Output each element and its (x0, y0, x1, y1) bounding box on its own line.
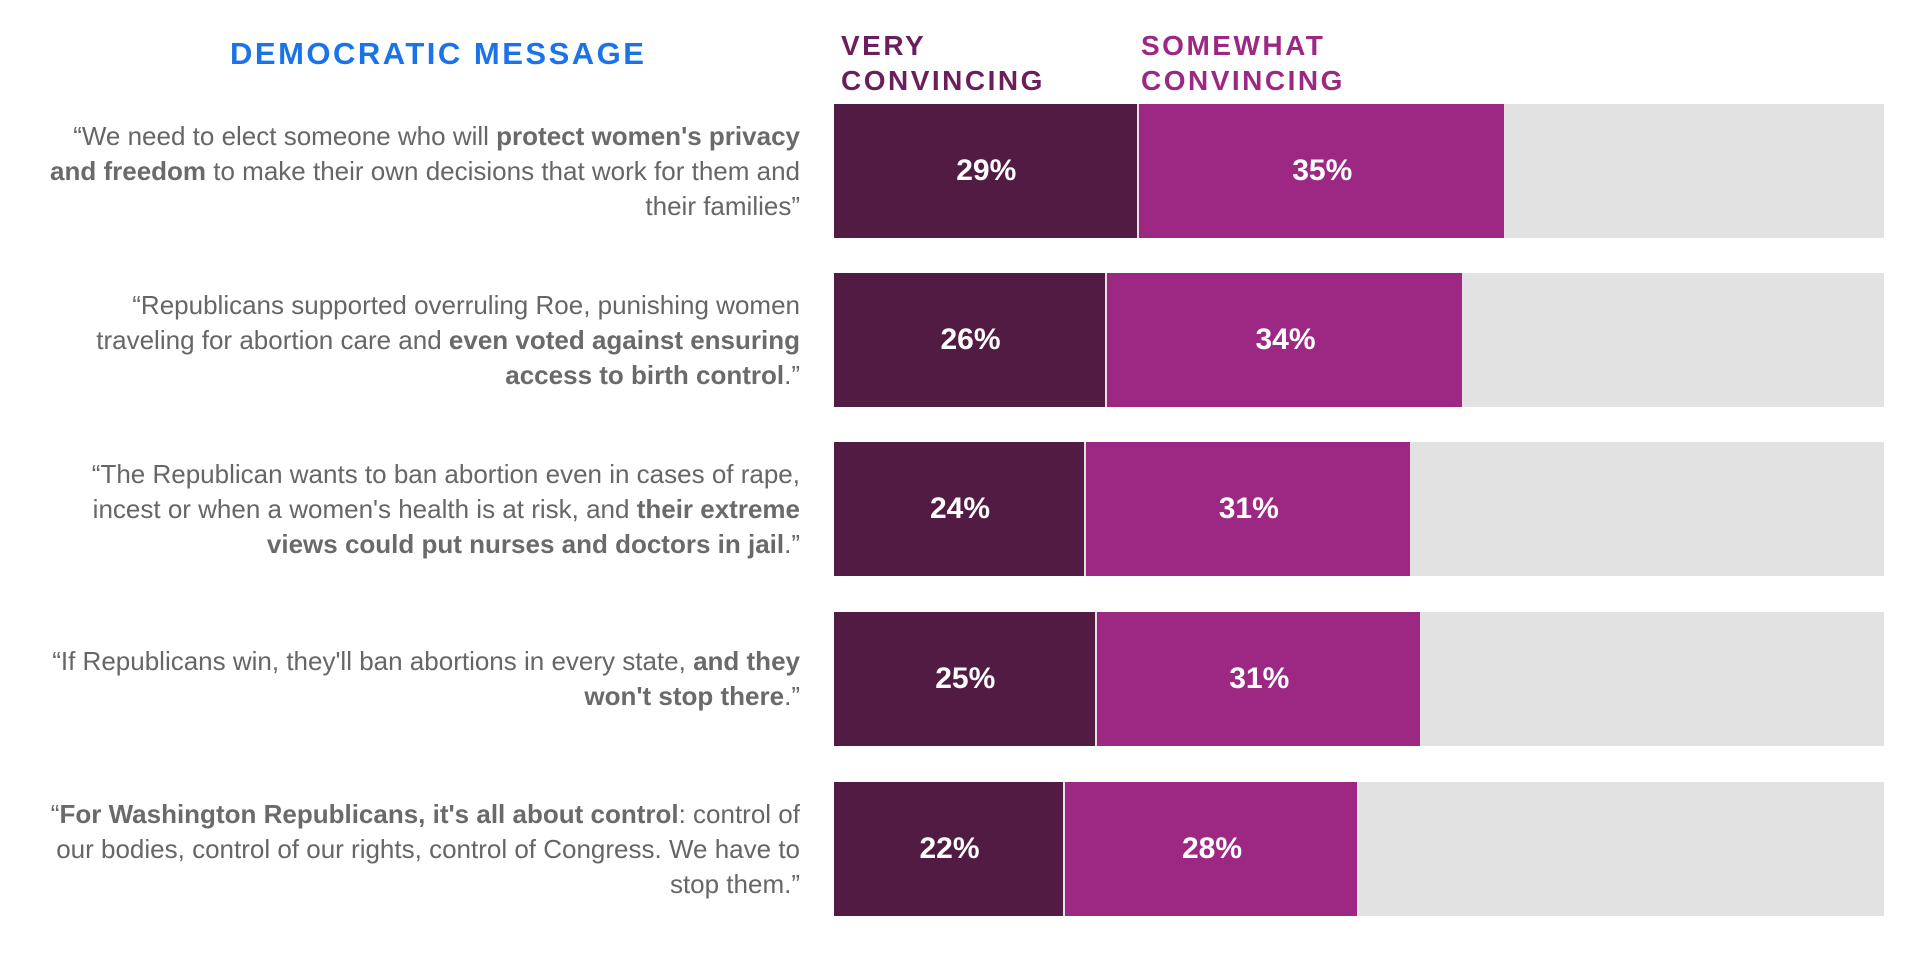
chart-row: “The Republican wants to ban abortion ev… (0, 442, 1920, 576)
message-text: “The Republican wants to ban abortion ev… (40, 457, 800, 562)
message-emphasis: even voted against ensuring access to bi… (448, 324, 800, 390)
message-cell: “For Washington Republicans, it's all ab… (40, 782, 800, 916)
chart-row: “Republicans supported overruling Roe, p… (0, 273, 1920, 407)
data-label-somewhat: 31% (1229, 662, 1290, 695)
chart-row: “If Republicans win, they'll ban abortio… (0, 612, 1920, 746)
legend-somewhat-convincing: SOMEWHAT CONVINCING (1141, 30, 1345, 96)
column-title: DEMOCRATIC MESSAGE (230, 36, 647, 71)
message-segment: .” (784, 528, 800, 559)
bar-track: 29% 35% (834, 104, 1884, 238)
bar-track: 26% 34% (834, 273, 1884, 407)
message-emphasis: their extreme views could put nurses and… (266, 493, 800, 559)
message-cell: “The Republican wants to ban abortion ev… (40, 442, 800, 576)
message-cell: “Republicans supported overruling Roe, p… (40, 273, 800, 407)
chart-row: “We need to elect someone who will prote… (0, 104, 1920, 238)
message-emphasis: protect women's privacy and freedom (50, 120, 800, 186)
bar-track: 22% 28% (834, 782, 1884, 916)
legend-very-convincing: VERY CONVINCING (841, 30, 1045, 96)
data-label-very: 29% (956, 154, 1017, 187)
bar-somewhat-convincing (1086, 442, 1410, 576)
message-text: “For Washington Republicans, it's all ab… (40, 797, 800, 902)
message-emphasis: and they won't stop there (584, 646, 800, 711)
chart-row: “For Washington Republicans, it's all ab… (0, 782, 1920, 916)
message-text: “Republicans supported overruling Roe, p… (40, 288, 800, 393)
message-segment: to make their own decisions that work fo… (206, 155, 800, 221)
message-emphasis: For Washington Republicans, it's all abo… (59, 798, 679, 829)
data-label-very: 26% (940, 323, 1001, 356)
bar-very-convincing (834, 442, 1084, 576)
bar-very-convincing (834, 104, 1137, 238)
bar-somewhat-convincing (1107, 273, 1462, 407)
message-segment: .” (784, 359, 800, 390)
message-cell: “We need to elect someone who will prote… (40, 104, 800, 238)
message-segment: .” (784, 681, 800, 711)
message-text: “If Republicans win, they'll ban abortio… (40, 644, 800, 714)
message-segment: “ (50, 798, 60, 829)
message-text: “We need to elect someone who will prote… (40, 119, 800, 224)
bar-very-convincing (834, 273, 1105, 407)
bar-somewhat-convincing (1096, 612, 1420, 746)
message-segment: : control of our bodies, control of our … (56, 798, 800, 899)
message-segment: “We need to elect someone who will (73, 120, 497, 151)
bar-very-convincing (834, 782, 1063, 916)
message-segment: “Republicans supported overruling Roe, p… (96, 289, 800, 355)
message-segment: “If Republicans win, they'll ban abortio… (52, 646, 694, 676)
bar-somewhat-convincing (1138, 104, 1504, 238)
bar-very-convincing (834, 612, 1095, 746)
data-label-very: 24% (929, 492, 991, 525)
data-label-somewhat: 34% (1255, 323, 1316, 356)
data-label-somewhat: 31% (1218, 492, 1279, 525)
data-label-somewhat: 35% (1292, 154, 1353, 187)
bar-track: 25% 31% (834, 612, 1884, 746)
message-cell: “If Republicans win, they'll ban abortio… (40, 612, 800, 746)
bar-track: 24% 31% (834, 442, 1884, 576)
data-label-very: 25% (935, 662, 996, 695)
message-segment: “The Republican wants to ban abortion ev… (91, 458, 800, 524)
data-label-somewhat: 28% (1181, 832, 1243, 865)
bar-somewhat-convincing (1065, 782, 1357, 916)
data-label-very: 22% (919, 832, 980, 865)
